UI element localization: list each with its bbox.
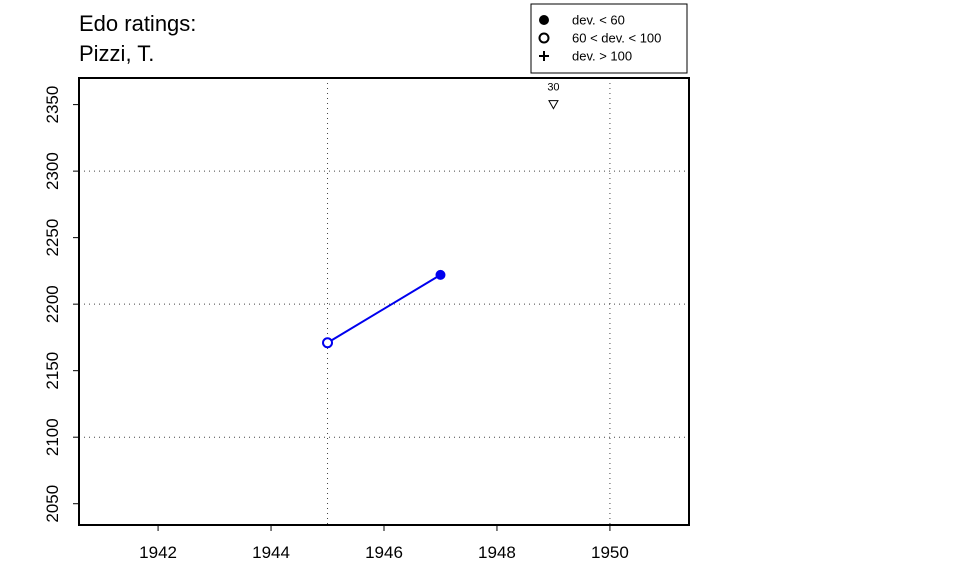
y-tick-label: 2350 xyxy=(43,86,62,124)
y-tick-label: 2200 xyxy=(43,285,62,323)
legend-symbol xyxy=(539,51,549,61)
y-tick-label: 2050 xyxy=(43,485,62,523)
legend-box xyxy=(530,3,688,74)
plot-frame xyxy=(78,77,690,526)
line xyxy=(327,274,441,344)
x-tick-label: 1948 xyxy=(478,543,516,562)
annotation-label: 30 xyxy=(547,82,559,94)
x-tick-label: 1950 xyxy=(591,543,629,562)
legend-label: dev. < 60 xyxy=(572,13,625,28)
x-tick-label: 1946 xyxy=(365,543,403,562)
legend-symbol xyxy=(538,32,550,44)
legend-label: 60 < dev. < 100 xyxy=(572,31,661,46)
y-tick-label: 2300 xyxy=(43,152,62,190)
annotation-marker xyxy=(548,100,559,110)
x-tick-label: 1944 xyxy=(252,543,290,562)
point xyxy=(322,337,334,349)
y-tick-label: 2150 xyxy=(43,352,62,390)
legend-label: dev. > 100 xyxy=(572,49,632,64)
x-tick-label: 1942 xyxy=(139,543,177,562)
y-tick-label: 2250 xyxy=(43,219,62,257)
point xyxy=(435,269,446,280)
chart-title: Pizzi, T. xyxy=(79,41,154,66)
legend-symbol xyxy=(539,15,549,25)
chart-title: Edo ratings: xyxy=(79,11,196,36)
y-tick-label: 2100 xyxy=(43,418,62,456)
